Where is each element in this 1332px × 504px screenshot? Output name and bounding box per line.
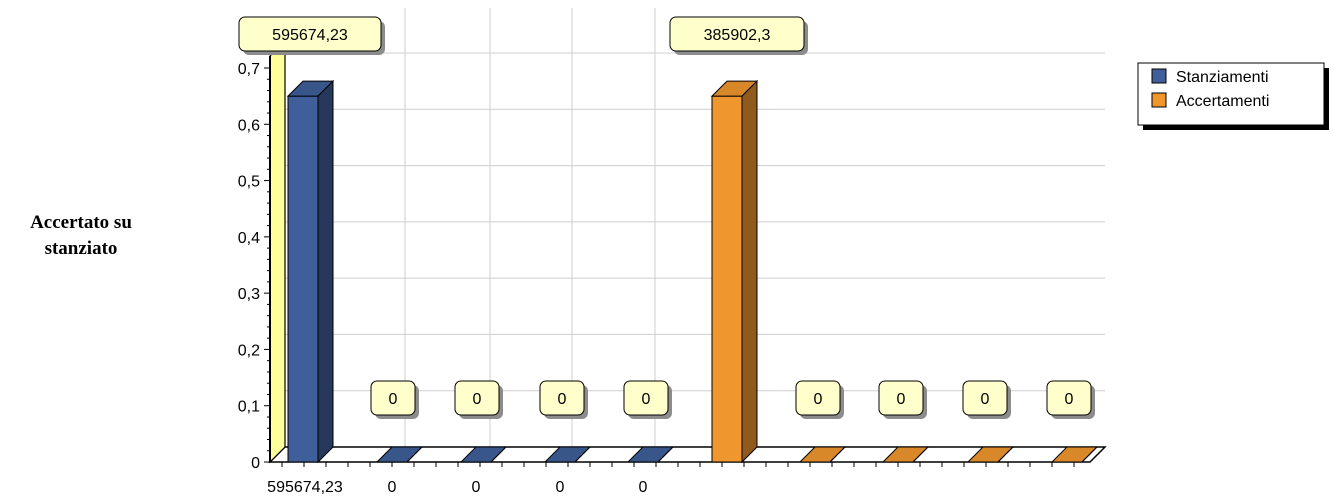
legend-swatch — [1151, 68, 1167, 84]
data-label: 595674,23 — [238, 16, 385, 55]
label-box — [962, 380, 1008, 416]
bar — [710, 79, 759, 464]
x-tick-label: 0 — [472, 479, 481, 496]
label-text: 0 — [642, 391, 651, 408]
bar — [798, 446, 847, 463]
gridlines — [285, 8, 1105, 447]
legend-box — [1137, 62, 1325, 126]
label-box — [878, 380, 924, 416]
label-box — [623, 380, 669, 416]
label-box — [539, 380, 585, 416]
label-text: 0 — [981, 391, 990, 408]
y-axis-wall-face — [269, 39, 286, 464]
bar-side — [406, 446, 423, 463]
label-text: 0 — [558, 391, 567, 408]
bar-front — [287, 95, 319, 463]
bar — [1050, 446, 1099, 463]
label-box — [1046, 380, 1092, 416]
bar — [881, 446, 930, 463]
bars — [286, 79, 1099, 464]
data-label: 0 — [454, 380, 503, 419]
legend-label: Stanziamenti — [1176, 69, 1269, 86]
bar — [286, 79, 335, 464]
y-axis-title: Accertato su stanziato — [0, 210, 162, 262]
y-tick-label: 0,1 — [238, 399, 260, 416]
x-tick-label: 0 — [388, 479, 397, 496]
label-box — [795, 380, 841, 416]
legend: Stanziamenti Accertamenti — [1137, 62, 1329, 130]
data-label: 385902,3 — [669, 16, 808, 55]
y-tick-label: 0,7 — [238, 61, 260, 78]
bar — [626, 446, 675, 463]
legend-swatch — [1151, 92, 1167, 108]
y-tick-label: 0,6 — [238, 117, 260, 134]
label-text: 0 — [897, 391, 906, 408]
bar-side — [912, 446, 929, 463]
x-axis-ticks: 595674,23 0 0 0 0 — [267, 462, 1075, 496]
y-tick-label: 0,3 — [238, 286, 260, 303]
data-label: 0 — [623, 380, 672, 419]
data-labels: 595674,23 0 0 0 0 385902,3 0 0 0 0 — [238, 16, 1095, 419]
label-text: 0 — [814, 391, 823, 408]
bar-side — [997, 446, 1014, 463]
y-tick-label: 0,5 — [238, 174, 260, 191]
bar-side — [490, 446, 507, 463]
label-text: 0 — [1065, 391, 1074, 408]
label-box — [669, 16, 805, 52]
data-label: 0 — [962, 380, 1011, 419]
label-text: 0 — [389, 391, 398, 408]
x-tick-label: 0 — [556, 479, 565, 496]
label-text: 0 — [473, 391, 482, 408]
y-axis-title-line-1: Accertato su — [30, 212, 132, 233]
label-text: 385902,3 — [704, 27, 771, 44]
y-tick-label: 0,4 — [238, 230, 260, 247]
bar — [966, 446, 1015, 463]
bar-side — [829, 446, 846, 463]
label-box — [238, 16, 382, 52]
data-label: 0 — [370, 380, 419, 419]
bar-side — [317, 79, 334, 464]
bar — [375, 446, 424, 463]
bar — [459, 446, 508, 463]
y-tick-label: 0 — [251, 455, 260, 472]
legend-label: Accertamenti — [1176, 93, 1269, 110]
data-label: 0 — [1046, 380, 1095, 419]
x-tick-label: 595674,23 — [267, 479, 343, 496]
data-label: 0 — [795, 380, 844, 419]
bar-side — [657, 446, 674, 463]
x-tick-label: 0 — [639, 479, 648, 496]
bar-side — [1081, 446, 1098, 463]
data-label: 0 — [878, 380, 927, 419]
y-tick-label: 0,2 — [238, 342, 260, 359]
bar-front — [711, 95, 743, 463]
data-label: 0 — [539, 380, 588, 419]
label-box — [370, 380, 416, 416]
bar — [543, 446, 592, 463]
label-text: 595674,23 — [272, 27, 348, 44]
y-axis-wall — [269, 39, 286, 464]
y-axis-title-line-2: stanziato — [44, 238, 118, 259]
bar-side — [741, 79, 758, 464]
label-box — [454, 380, 500, 416]
bar-side — [574, 446, 591, 463]
y-axis-ticks: 0 0,1 0,2 0,3 0,4 0,5 0,6 0,7 — [238, 61, 270, 472]
